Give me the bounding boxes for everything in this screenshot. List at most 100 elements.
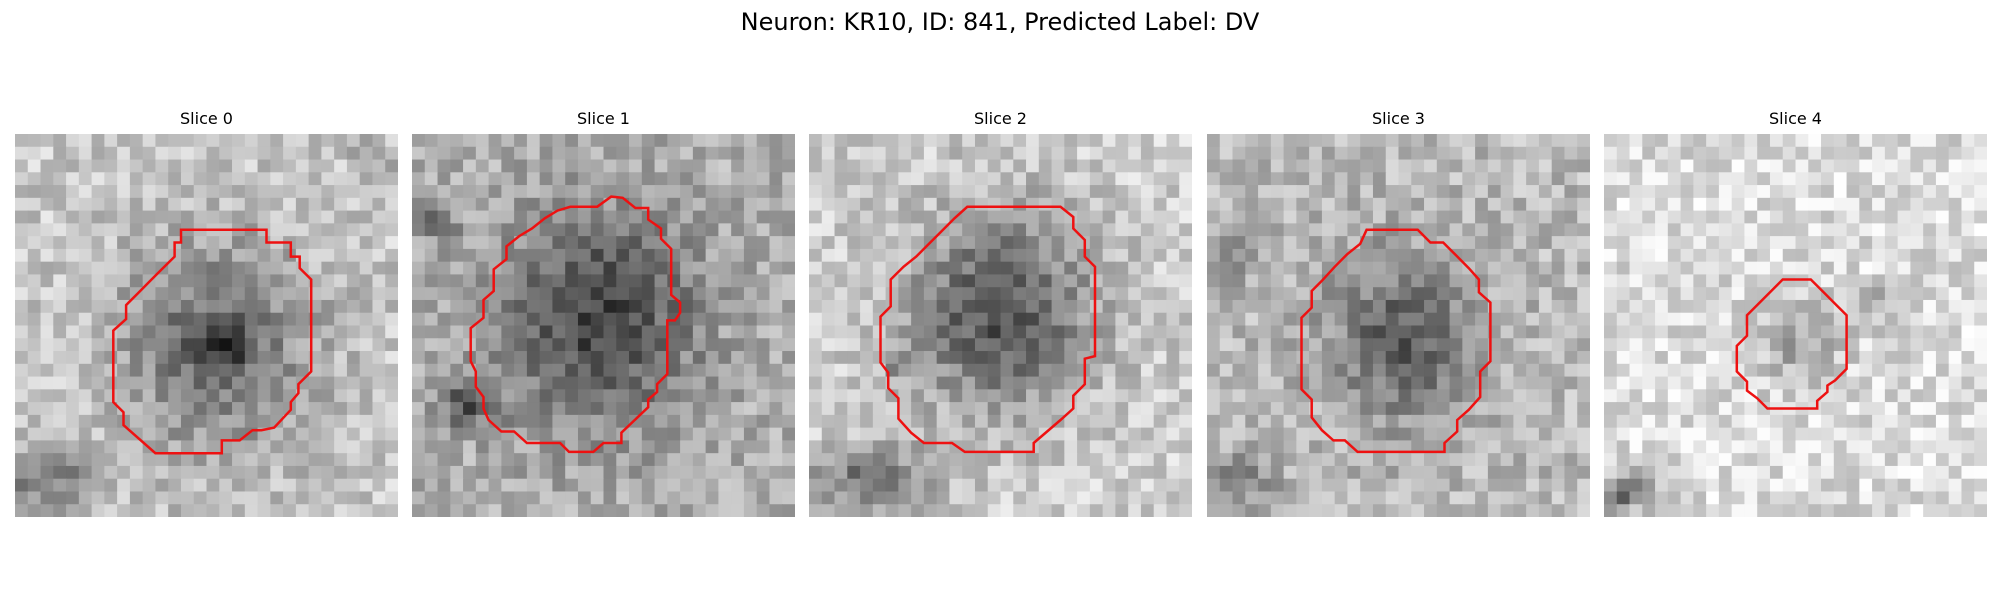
pixel <box>1436 287 1451 301</box>
pixel <box>539 389 554 403</box>
pixel <box>1051 159 1065 173</box>
pixel <box>91 236 105 250</box>
pixel <box>1179 363 1192 378</box>
pixel <box>385 491 398 505</box>
pixel <box>731 465 745 480</box>
pixel <box>1258 427 1272 441</box>
pixel <box>1897 376 1911 390</box>
pixel <box>142 223 157 237</box>
pixel <box>860 491 874 505</box>
pixel <box>1769 236 1784 250</box>
pixel <box>1232 376 1246 390</box>
pixel <box>1808 236 1822 250</box>
pixel <box>936 134 951 148</box>
pixel <box>295 299 310 314</box>
pixel <box>104 299 118 314</box>
pixel <box>860 134 874 148</box>
pixel <box>40 287 54 301</box>
pixel <box>1245 363 1259 378</box>
pixel <box>1974 287 1987 301</box>
pixel <box>1667 248 1682 263</box>
pixel <box>1398 197 1412 212</box>
pixel <box>552 338 566 352</box>
pixel <box>142 504 157 517</box>
pixel <box>1884 402 1899 416</box>
pixel <box>872 159 887 173</box>
pixel <box>1655 274 1669 288</box>
pixel <box>885 414 899 429</box>
pixel <box>27 146 42 161</box>
pixel <box>1436 185 1451 199</box>
pixel <box>1513 248 1527 263</box>
roi-contour <box>469 195 682 454</box>
pixel <box>731 427 745 441</box>
pixel <box>872 172 887 186</box>
pixel <box>1232 197 1246 212</box>
pixel <box>321 197 335 212</box>
pixel <box>1680 351 1694 365</box>
pixel <box>1347 185 1361 199</box>
pixel <box>1424 134 1438 148</box>
pixel <box>129 172 144 186</box>
pixel <box>680 491 694 505</box>
pixel <box>1782 351 1797 365</box>
pixel <box>654 440 668 454</box>
pixel <box>501 274 515 288</box>
pixel <box>1961 491 1975 505</box>
pixel <box>1744 197 1758 212</box>
pixel <box>1102 338 1116 352</box>
pixel <box>1604 363 1618 378</box>
pixel <box>1000 465 1014 480</box>
pixel <box>898 172 912 186</box>
pixel <box>295 440 310 454</box>
pixel <box>1538 351 1553 365</box>
pixel <box>424 210 439 224</box>
pixel <box>1296 453 1310 467</box>
pixel <box>1872 185 1886 199</box>
pixel <box>321 427 335 441</box>
pixel <box>1718 440 1733 454</box>
pixel <box>1064 146 1078 161</box>
pixel <box>180 465 195 480</box>
pixel <box>180 274 195 288</box>
pixel <box>1089 210 1104 224</box>
pixel <box>283 351 297 365</box>
pixel <box>1693 274 1707 288</box>
pixel <box>1013 363 1027 378</box>
pixel <box>168 465 182 480</box>
pixel <box>911 478 925 493</box>
pixel <box>911 453 925 467</box>
pixel <box>603 274 617 288</box>
pixel <box>1449 427 1463 441</box>
pixel <box>1846 414 1860 429</box>
pixel <box>1642 440 1656 454</box>
pixel <box>1140 351 1155 365</box>
pixel <box>475 197 490 212</box>
pixel <box>756 134 771 148</box>
pixel <box>565 299 579 314</box>
pixel <box>91 287 105 301</box>
pixel <box>359 376 374 390</box>
pixel <box>1089 491 1104 505</box>
pixel <box>1321 159 1336 173</box>
pixel <box>155 299 169 314</box>
pixel <box>1398 210 1412 224</box>
pixel <box>1538 261 1553 276</box>
pixel <box>219 453 233 467</box>
pixel <box>1270 197 1285 212</box>
pixel <box>1051 236 1065 250</box>
pixel <box>1064 478 1078 493</box>
pixel <box>1232 440 1246 454</box>
pixel <box>1808 172 1822 186</box>
pixel <box>359 478 374 493</box>
pixel <box>412 248 426 263</box>
pixel <box>1296 363 1310 378</box>
pixel <box>1680 491 1694 505</box>
pixel <box>565 363 579 378</box>
pixel <box>1577 299 1590 314</box>
pixel <box>705 159 719 173</box>
pixel <box>232 376 246 390</box>
pixel <box>206 478 220 493</box>
pixel <box>308 261 322 276</box>
pixel <box>1859 427 1873 441</box>
